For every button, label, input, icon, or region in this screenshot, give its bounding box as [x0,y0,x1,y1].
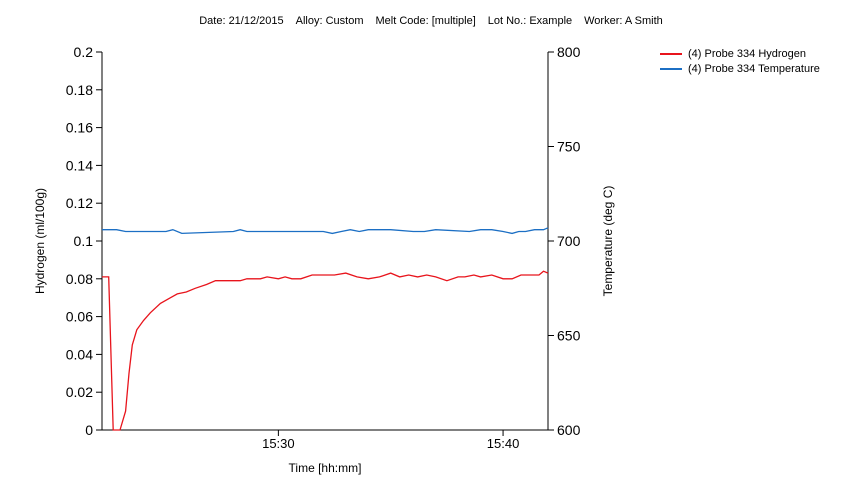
legend-item-temperature[interactable]: (4) Probe 334 Temperature [660,61,820,76]
y-tick-label: 0.16 [66,120,93,136]
y-tick-label: 0.04 [66,346,93,362]
legend-swatch [660,52,682,55]
legend-label: (4) Probe 334 Hydrogen [688,47,807,60]
y-tick-label: 0.08 [66,271,93,287]
header-worker: Worker: A Smith [584,15,663,27]
y-tick-label: 0.12 [66,195,93,211]
chart-header: Date: 21/12/2015 Alloy: Custom Melt Code: … [0,15,862,27]
y2-tick-label: 800 [557,44,581,60]
y2-axis-label: Temperature (deg C) [601,186,615,297]
header-date: Date: 21/12/2015 [199,15,284,27]
y-tick-label: 0.02 [66,384,93,400]
legend-label: (4) Probe 334 Temperature [688,62,820,75]
y2-tick-label: 600 [557,422,581,438]
y-tick-label: 0.06 [66,309,93,325]
y2-tick-label: 700 [557,233,581,249]
y2-tick-label: 650 [557,328,581,344]
y-tick-label: 0.18 [66,82,93,98]
y-axis-label: Hydrogen (ml/100g) [33,188,47,294]
x-tick-label: 15:30 [262,436,295,451]
series-line-temperature [102,227,549,235]
legend: (4) Probe 334 Hydrogen (4) Probe 334 Tem… [660,46,820,76]
header-melt-code: Melt Code: [multiple] [375,15,476,27]
y-tick-label: 0.1 [74,233,94,249]
y-tick-label: 0.2 [74,44,94,60]
y2-tick-label: 750 [557,139,581,155]
series-line-hydrogen [102,270,549,431]
x-tick-label: 15:40 [487,436,520,451]
legend-swatch [660,67,682,70]
legend-item-hydrogen[interactable]: (4) Probe 334 Hydrogen [660,46,820,61]
x-axis-label: Time [hh:mm] [289,461,362,475]
y-tick-label: 0 [85,422,93,438]
header-lot-no: Lot No.: Example [487,15,573,27]
header-alloy: Alloy: Custom [295,15,364,27]
y-tick-label: 0.14 [66,157,93,173]
